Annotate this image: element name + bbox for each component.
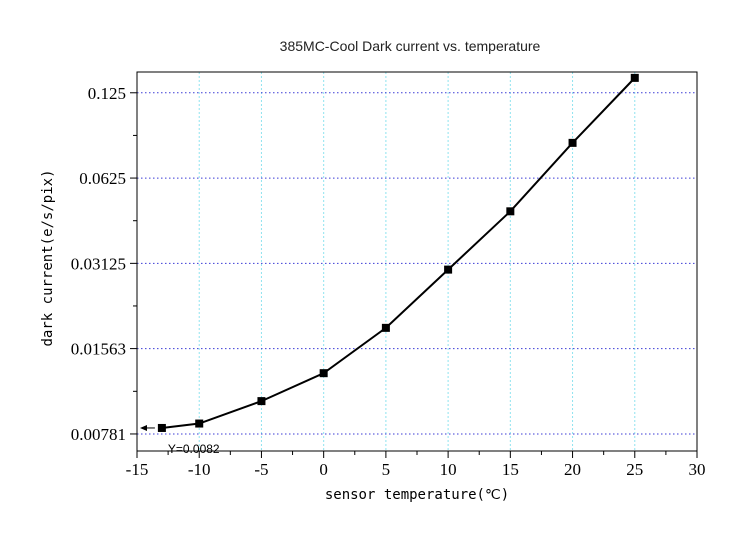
x-axis: -15 -10 -5 0 5 10 15 20 25 30 bbox=[126, 451, 706, 479]
data-point bbox=[444, 265, 453, 274]
x-tick-label: 25 bbox=[626, 460, 643, 479]
data-point bbox=[568, 138, 577, 147]
data-point bbox=[195, 419, 204, 428]
data-point bbox=[506, 207, 515, 216]
data-point bbox=[257, 397, 266, 406]
series-line bbox=[161, 77, 636, 429]
annotation-label: Y=0.0082 bbox=[168, 442, 220, 456]
chart-title: 385MC-Cool Dark current vs. temperature bbox=[280, 38, 541, 54]
y-tick-label: 0.0625 bbox=[79, 169, 126, 188]
y-tick-label: 0.01563 bbox=[71, 340, 126, 359]
y-axis: 0.00781 0.01563 0.03125 0.0625 0.125 bbox=[71, 84, 137, 444]
plot-frame bbox=[136, 71, 698, 452]
x-axis-label: sensor temperature(℃) bbox=[325, 487, 509, 503]
data-point bbox=[630, 73, 639, 82]
y-tick-label: 0.03125 bbox=[71, 254, 126, 273]
grid bbox=[137, 72, 697, 451]
x-tick-label: 30 bbox=[689, 460, 706, 479]
x-tick-label: -5 bbox=[254, 460, 268, 479]
y-tick-label: 0.00781 bbox=[71, 425, 126, 444]
y-axis-label: dark current(e/s/pix) bbox=[40, 169, 56, 346]
y-tick-label: 0.125 bbox=[88, 84, 126, 103]
data-point bbox=[319, 369, 328, 378]
series bbox=[157, 73, 639, 432]
annotations: Y=0.0082 bbox=[140, 424, 220, 456]
x-tick-label: -10 bbox=[188, 460, 211, 479]
x-tick-label: 5 bbox=[382, 460, 391, 479]
x-tick-label: 10 bbox=[440, 460, 457, 479]
annotation-arrow-head bbox=[140, 424, 147, 431]
x-tick-label: 15 bbox=[502, 460, 519, 479]
x-tick-label: 20 bbox=[564, 460, 581, 479]
x-tick-label: -15 bbox=[126, 460, 149, 479]
data-point bbox=[157, 423, 166, 432]
data-point bbox=[381, 323, 390, 332]
x-tick-label: 0 bbox=[319, 460, 328, 479]
